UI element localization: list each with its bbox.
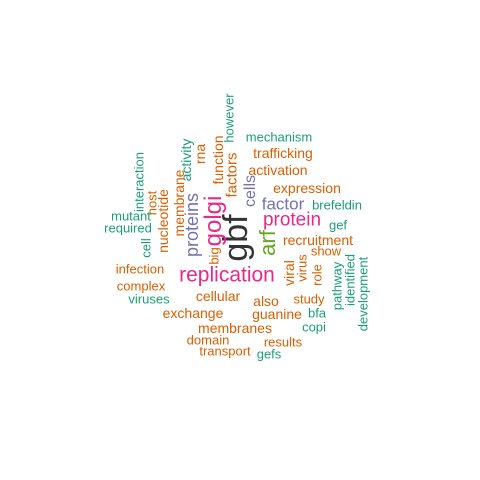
word-guanine: guanine — [252, 306, 302, 322]
word-cell: cell — [138, 238, 154, 258]
word-factor: factor — [261, 194, 305, 214]
word-golgi: golgi — [200, 195, 227, 247]
word-copi: copi — [302, 319, 326, 335]
word-study: study — [293, 291, 325, 307]
word-virus: virus — [294, 254, 310, 282]
word-results: results — [263, 334, 303, 350]
word-membranes: membranes — [198, 320, 272, 336]
word-complex: complex — [116, 278, 166, 294]
word-cells: cells — [242, 174, 259, 208]
word-however: however — [221, 93, 237, 143]
word-function: function — [210, 135, 226, 185]
word-protein: protein — [262, 209, 322, 231]
word-expression: expression — [273, 180, 341, 196]
word-show: show — [310, 243, 342, 259]
word-mutant: mutant — [111, 208, 151, 224]
word-transport: transport — [199, 343, 251, 359]
word-required: required — [104, 220, 152, 236]
word-gefs: gefs — [256, 346, 282, 362]
word-membrane: membrane — [171, 169, 187, 237]
word-role: role — [309, 264, 325, 286]
word-interaction: interaction — [131, 152, 147, 212]
word-big: big — [206, 247, 222, 265]
word-infection: infection — [115, 261, 165, 277]
word-development: development — [355, 256, 371, 332]
word-also: also — [253, 293, 279, 309]
word-replication: replication — [179, 263, 275, 287]
word-domain: domain — [186, 332, 230, 348]
word-activation: activation — [248, 162, 308, 178]
word-recruitment: recruitment — [282, 232, 354, 248]
word-factors: factors — [223, 152, 241, 198]
word-rna: rna — [192, 143, 208, 165]
word-gef: gef — [328, 217, 348, 233]
word-brefeldin: brefeldin — [312, 197, 362, 213]
word-trafficking: trafficking — [253, 145, 313, 161]
word-cellular: cellular — [195, 288, 241, 304]
word-arf: arf — [255, 230, 280, 256]
word-viruses: viruses — [128, 291, 170, 307]
word-bfa: bfa — [307, 305, 327, 321]
word-exchange: exchange — [162, 305, 224, 321]
word-mechanism: mechanism — [245, 129, 313, 145]
